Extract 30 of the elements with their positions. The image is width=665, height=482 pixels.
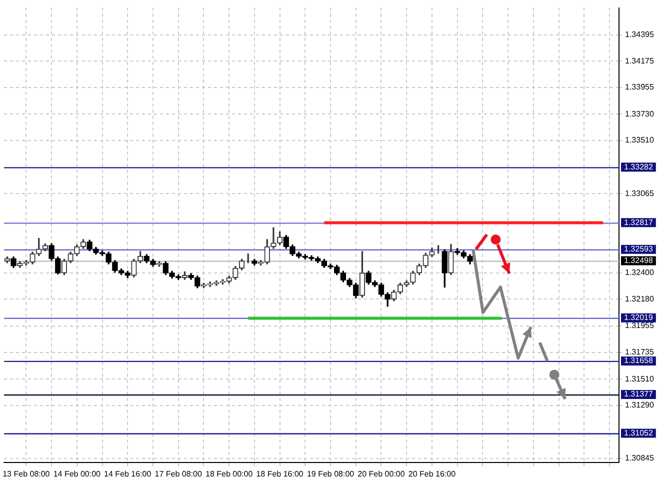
x-tick-label: 13 Feb 08:00 [2,469,50,478]
y-tick-label: 1.31955 [625,321,654,330]
ref-line-label: 1.31658 [624,356,654,366]
ref-line-label: 1.32593 [624,244,654,254]
x-tick-label: 17 Feb 08:00 [154,469,202,478]
ref-line-label: 1.33282 [624,162,654,172]
x-tick-label: 20 Feb 00:00 [358,469,406,478]
ref-line-label: 1.32019 [624,313,654,322]
ref-line-label: 1.32817 [624,218,654,227]
y-tick-label: 1.33510 [625,136,654,145]
y-tick-label: 1.32400 [625,268,654,278]
y-tick-label: 1.31735 [625,347,654,356]
y-tick-label: 1.33730 [625,109,654,118]
y-tick-label: 1.33955 [625,82,654,92]
x-tick-label: 14 Feb 00:00 [53,469,102,478]
x-tick-label: 18 Feb 16:00 [256,469,304,478]
ref-line-label: 1.31377 [624,390,654,399]
x-tick-label: 14 Feb 16:00 [104,469,152,478]
y-tick-label: 1.31510 [625,374,654,384]
y-tick-label: 1.34395 [625,30,654,40]
y-tick-label: 1.34175 [625,56,654,66]
x-tick-label: 18 Feb 00:00 [206,469,254,478]
y-tick-label: 1.33065 [625,188,654,198]
x-tick-label: 19 Feb 08:00 [306,469,355,478]
ref-line-label: 1.32498 [624,256,654,265]
ref-line-label: 1.31052 [624,428,654,438]
y-tick-label: 1.30845 [625,454,654,463]
y-tick-label: 1.32180 [625,294,654,304]
y-tick-label: 1.31290 [625,400,654,410]
x-tick-label: 20 Feb 16:00 [408,469,456,478]
